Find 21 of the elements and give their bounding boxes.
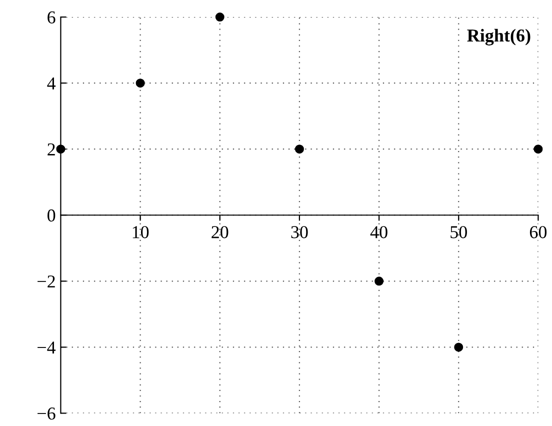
y-tick-label: 4 — [47, 77, 56, 90]
point — [136, 78, 145, 88]
point — [56, 144, 66, 154]
x-tick-label: 10 — [132, 226, 149, 238]
x-tick-label: 60 — [530, 226, 547, 238]
x-tick-label: 30 — [291, 226, 308, 238]
point — [454, 342, 464, 352]
x-tick-label: 40 — [370, 226, 388, 238]
text: Right(6) — [467, 28, 530, 46]
x-tick-label: 20 — [212, 226, 228, 238]
y-tick-label: 2 — [48, 143, 55, 156]
y-tick-label: −2 — [38, 275, 55, 288]
y-tick-label: 6 — [48, 11, 56, 24]
point — [374, 276, 384, 286]
y-tick-label: 0 — [48, 209, 56, 222]
point — [294, 144, 304, 154]
y-tick-label: −4 — [38, 342, 56, 354]
y-tick-label: −6 — [38, 408, 56, 420]
point — [215, 12, 224, 22]
x-tick-label: 50 — [450, 226, 467, 238]
point — [534, 144, 543, 154]
